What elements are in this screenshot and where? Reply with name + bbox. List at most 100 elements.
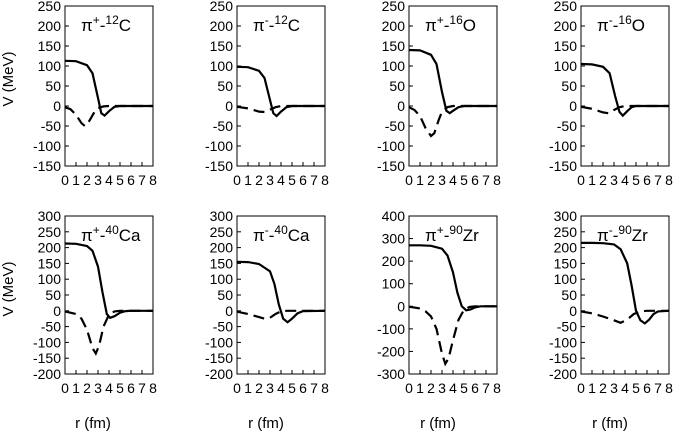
solid-curve bbox=[236, 65, 325, 118]
x-tick-label: 7 bbox=[138, 380, 146, 396]
x-tick-label: 7 bbox=[138, 172, 146, 188]
x-tick-label: 3 bbox=[438, 380, 446, 396]
x-tick-label: 8 bbox=[493, 172, 501, 188]
x-tick-label: 4 bbox=[621, 172, 629, 188]
x-tick-label: 8 bbox=[493, 380, 501, 396]
x-tick-label: 6 bbox=[299, 380, 307, 396]
y-tick-label: 0 bbox=[225, 303, 233, 319]
y-tick-label: -100 bbox=[205, 138, 233, 154]
y-tick-label: 50 bbox=[45, 287, 61, 303]
solid-curve bbox=[409, 244, 497, 312]
x-tick-label: 0 bbox=[405, 380, 413, 396]
y-tick-label: 100 bbox=[38, 58, 62, 74]
x-tick-label: 2 bbox=[83, 380, 91, 396]
x-tick-label: 5 bbox=[460, 172, 468, 188]
x-tick-label: 5 bbox=[288, 380, 296, 396]
panel-label: π+-90Zr bbox=[425, 223, 479, 245]
y-tick-label: -50 bbox=[557, 319, 577, 335]
y-tick-label: 0 bbox=[397, 298, 405, 314]
y-tick-label: 150 bbox=[382, 38, 406, 54]
dashed-curve bbox=[236, 104, 325, 114]
y-tick-label: -50 bbox=[385, 118, 405, 134]
y-tick-label: 50 bbox=[217, 78, 233, 94]
panel-label: π--40Ca bbox=[253, 223, 310, 245]
x-tick-label: 8 bbox=[321, 380, 329, 396]
plot-frame bbox=[64, 5, 154, 167]
x-tick-label: 3 bbox=[266, 172, 274, 188]
x-tick-label: 4 bbox=[449, 172, 457, 188]
x-tick-label: 4 bbox=[105, 172, 113, 188]
y-tick-label: 200 bbox=[554, 18, 578, 34]
solid-curve bbox=[64, 59, 153, 118]
x-tick-label: 8 bbox=[665, 172, 673, 188]
plot-frame bbox=[236, 5, 326, 167]
y-tick-label: 200 bbox=[382, 18, 406, 34]
x-tick-label: 0 bbox=[577, 380, 585, 396]
x-tick-label: 1 bbox=[244, 380, 252, 396]
panel-label: π+-16O bbox=[425, 13, 476, 35]
y-tick-label: 250 bbox=[210, 224, 234, 240]
x-tick-label: 4 bbox=[277, 380, 285, 396]
y-tick-label: -100 bbox=[549, 138, 577, 154]
y-tick-label: -100 bbox=[549, 334, 577, 350]
y-tick-label: -100 bbox=[377, 138, 405, 154]
y-tick-label: 0 bbox=[569, 98, 577, 114]
x-tick-label: 6 bbox=[127, 380, 135, 396]
y-tick-label: -50 bbox=[41, 319, 61, 335]
ylabel-top: V (MeV) bbox=[0, 51, 17, 106]
x-tick-label: 1 bbox=[588, 380, 596, 396]
y-tick-label: 250 bbox=[38, 224, 62, 240]
x-tick-label: 0 bbox=[61, 380, 69, 396]
x-tick-label: 0 bbox=[577, 172, 585, 188]
y-tick-label: 50 bbox=[561, 287, 577, 303]
y-tick-label: -100 bbox=[33, 334, 61, 350]
y-tick-label: 0 bbox=[225, 98, 233, 114]
y-tick-label: 0 bbox=[53, 303, 61, 319]
y-tick-label: -50 bbox=[213, 118, 233, 134]
solid-curve bbox=[236, 260, 326, 324]
x-tick-label: 7 bbox=[654, 380, 662, 396]
x-tick-label: 7 bbox=[310, 380, 318, 396]
x-tick-label: 6 bbox=[471, 172, 479, 188]
x-tick-label: 3 bbox=[94, 380, 102, 396]
x-tick-label: 3 bbox=[438, 172, 446, 188]
y-tick-label: -150 bbox=[377, 158, 405, 174]
x-tick-label: 2 bbox=[427, 380, 435, 396]
x-tick-label: 4 bbox=[621, 380, 629, 396]
y-tick-label: 100 bbox=[38, 271, 62, 287]
x-tick-label: 8 bbox=[149, 380, 157, 396]
x-tick-label: 1 bbox=[72, 172, 80, 188]
y-tick-label: 250 bbox=[38, 0, 62, 14]
x-tick-label: 2 bbox=[427, 172, 435, 188]
y-tick-label: 400 bbox=[382, 208, 406, 224]
x-tick-label: 8 bbox=[321, 172, 329, 188]
x-tick-label: 3 bbox=[610, 172, 618, 188]
plot-frame bbox=[236, 215, 326, 375]
y-tick-label: 200 bbox=[38, 18, 62, 34]
x-tick-label: 6 bbox=[643, 380, 651, 396]
x-tick-label: 5 bbox=[288, 172, 296, 188]
y-tick-label: 200 bbox=[382, 253, 406, 269]
y-tick-label: 0 bbox=[397, 98, 405, 114]
y-tick-label: -100 bbox=[205, 334, 233, 350]
y-tick-label: 100 bbox=[210, 58, 234, 74]
plot-frame bbox=[408, 215, 498, 375]
y-tick-label: 300 bbox=[554, 208, 578, 224]
x-tick-label: 4 bbox=[449, 380, 457, 396]
x-tick-label: 1 bbox=[244, 172, 252, 188]
x-tick-label: 5 bbox=[460, 380, 468, 396]
xlabel-1: r (fm) bbox=[75, 415, 111, 432]
solid-curve bbox=[408, 48, 497, 115]
y-tick-label: 150 bbox=[38, 255, 62, 271]
y-tick-label: 150 bbox=[210, 255, 234, 271]
x-tick-label: 0 bbox=[233, 172, 241, 188]
x-tick-label: 0 bbox=[405, 172, 413, 188]
plot-frame bbox=[580, 215, 670, 375]
y-tick-label: -50 bbox=[557, 118, 577, 134]
solid-curve bbox=[581, 241, 670, 325]
